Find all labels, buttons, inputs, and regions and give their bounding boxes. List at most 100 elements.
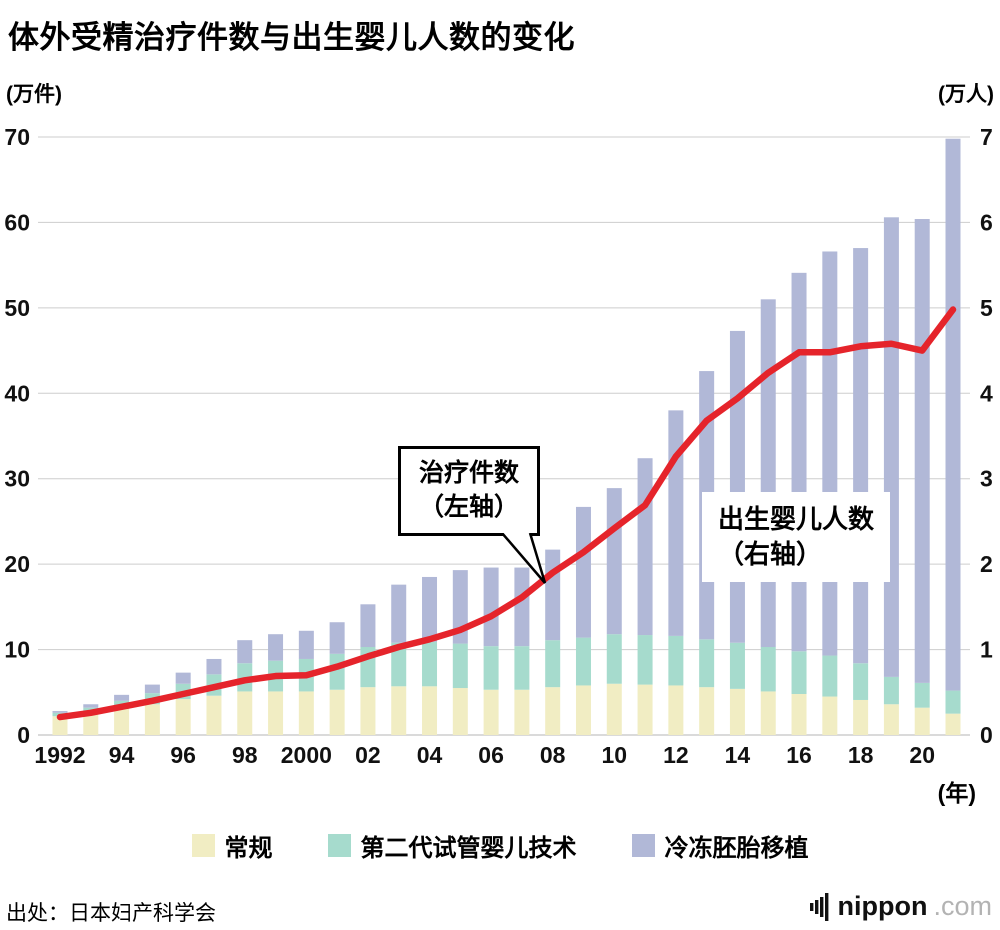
bar-segment: [483, 567, 499, 647]
bar-segment: [791, 651, 807, 694]
bar-segment: [422, 641, 438, 687]
bar-segment: [144, 684, 160, 694]
left-axis-tick-label: 10: [4, 637, 30, 663]
right-axis-tick-label: 4: [980, 380, 993, 406]
legend-label-frozen: 冷冻胚胎移植: [664, 835, 809, 862]
bar-segment: [514, 567, 530, 647]
legend-label-icsi: 第二代试管婴儿技术: [360, 835, 577, 862]
bar-segment: [237, 691, 253, 735]
bar-segment: [114, 708, 130, 735]
bar-segment: [144, 704, 160, 735]
bar-segment: [914, 707, 930, 735]
bar-segment: [391, 642, 407, 687]
bar-segment: [114, 694, 130, 701]
bar-segment: [822, 655, 838, 697]
callout-births-line2: （右轴）: [718, 539, 823, 570]
callout-treatment-count: 治疗件数 （左轴）: [398, 446, 541, 536]
callout-births-count: 出生婴儿人数 （右轴）: [702, 492, 891, 583]
bar-segment: [483, 646, 499, 690]
x-axis-tick-label: 94: [109, 742, 135, 768]
bar-segment: [914, 219, 930, 683]
legend: 常规 第二代试管婴儿技术 冷冻胚胎移植: [0, 828, 1000, 863]
callout-treatment-line1: 治疗件数: [419, 459, 520, 487]
bar-segment: [914, 682, 930, 708]
left-axis-tick-label: 30: [4, 466, 30, 492]
bar-segment: [329, 653, 345, 690]
bar-segment: [668, 685, 684, 735]
bar-segment: [329, 689, 345, 735]
bar-segment: [853, 663, 869, 700]
bar-segment: [83, 704, 99, 708]
bar-segment: [83, 712, 99, 735]
left-axis-tick-label: 50: [4, 295, 30, 321]
bar-segment: [452, 688, 468, 735]
left-axis-tick-label: 60: [4, 209, 30, 235]
bar-segment: [883, 704, 899, 735]
bar-segment: [760, 647, 776, 692]
bar-segment: [729, 688, 745, 735]
x-axis-tick-label: 08: [540, 742, 566, 768]
bar-segment: [268, 634, 284, 661]
x-axis-tick-label: 96: [170, 742, 196, 768]
bar-segment: [729, 642, 745, 689]
treatment-count-line: [56, 306, 957, 721]
bar-segment: [945, 138, 961, 691]
right-axis-tick-label: 3: [980, 466, 993, 492]
bar-segment: [514, 646, 530, 690]
bar-segment: [360, 604, 376, 648]
bar-segment: [206, 695, 222, 735]
bar-segment: [729, 330, 745, 643]
source-credit: 出处：日本妇产科学会: [6, 902, 216, 925]
legend-item-icsi: 第二代试管婴儿技术: [327, 828, 577, 863]
legend-swatch-icsi: [327, 834, 351, 857]
bar-segment: [391, 686, 407, 735]
x-axis-tick-label: 2000: [281, 742, 332, 768]
bar-segment: [298, 691, 314, 735]
right-axis-unit: (万人): [938, 83, 994, 106]
x-axis-tick-label: 20: [909, 742, 935, 768]
x-axis-tick-label: 14: [725, 742, 751, 768]
right-axis-tick-label: 6: [980, 209, 993, 235]
bar-segment: [483, 689, 499, 735]
bar-segment: [545, 687, 561, 735]
legend-item-frozen: 冷冻胚胎移植: [631, 828, 809, 863]
x-axis-tick-label: 1992: [34, 742, 85, 768]
bar-segment: [391, 584, 407, 643]
bar-segment: [606, 634, 622, 684]
bar-segment: [637, 458, 653, 636]
bar-segment: [206, 658, 222, 675]
bar-segment: [175, 672, 191, 684]
bar-segment: [760, 299, 776, 648]
bar-segment: [237, 640, 253, 664]
legend-swatch-frozen: [631, 834, 655, 857]
bar-segment: [699, 639, 715, 688]
bar-segment: [268, 691, 284, 735]
chart-title: 体外受精治疗件数与出生婴儿人数的变化: [8, 20, 575, 55]
bar-segment: [883, 217, 899, 677]
x-axis-tick-label: 10: [601, 742, 627, 768]
x-axis-tick-label: 06: [478, 742, 504, 768]
bar-segment: [52, 716, 68, 735]
bar-segment: [360, 687, 376, 735]
bar-segment: [422, 686, 438, 735]
legend-swatch-conventional: [191, 834, 215, 857]
x-axis-tick-label: 04: [417, 742, 443, 768]
bar-segment: [606, 683, 622, 735]
x-axis-unit: (年): [937, 780, 976, 806]
bar-segment: [298, 630, 314, 659]
bar-segment: [575, 506, 591, 638]
x-axis-tick-label: 02: [355, 742, 381, 768]
nippon-logo[interactable]: nippon .com: [809, 891, 992, 922]
nippon-logo-text: nippon: [837, 891, 928, 921]
left-axis-tick-label: 20: [4, 551, 30, 577]
bar-segment: [699, 687, 715, 735]
right-axis-tick-label: 0: [980, 722, 993, 748]
bar-segment: [668, 410, 684, 636]
bar-segment: [52, 711, 68, 713]
right-axis-tick-label: 2: [980, 551, 993, 577]
callout-pointer: [501, 533, 547, 584]
bar-segment: [175, 699, 191, 735]
right-axis-tick-label: 5: [980, 295, 993, 321]
bar-segment: [452, 643, 468, 689]
legend-item-conventional: 常规: [191, 828, 273, 863]
